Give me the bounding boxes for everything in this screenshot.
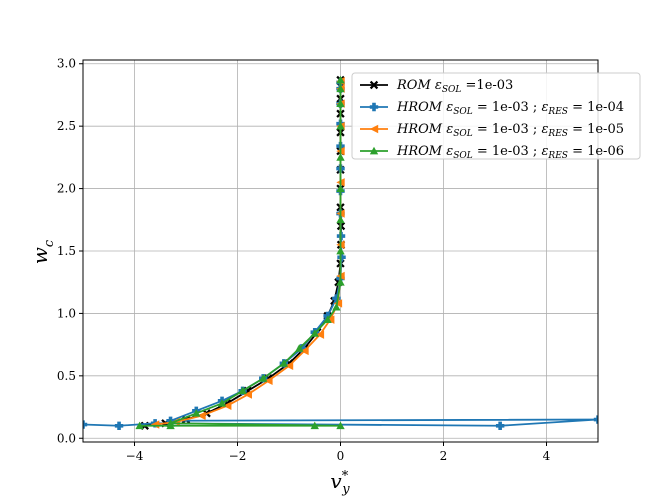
legend-marker — [369, 80, 379, 90]
data-point — [593, 415, 598, 424]
legend-entry: HROM εSOL = 1e-03 ; εRES = 1e-06 — [360, 144, 624, 161]
series-line — [139, 79, 342, 427]
data-point — [166, 419, 175, 427]
data-point — [238, 386, 247, 395]
data-point — [323, 315, 332, 324]
legend-marker — [369, 124, 379, 134]
data-point — [114, 421, 124, 430]
data-point — [495, 421, 505, 430]
data-point — [279, 359, 289, 367]
data-point — [336, 84, 345, 93]
data-point — [336, 246, 345, 255]
data-point — [300, 346, 309, 356]
series-4 — [135, 75, 345, 430]
data-point — [223, 401, 232, 410]
y-tick-label: 3.0 — [57, 57, 76, 71]
data-point — [243, 390, 252, 399]
data-point — [217, 399, 227, 407]
data-point — [297, 344, 307, 353]
legend-label: HROM εSOL = 1e-03 ; εRES = 1e-05 — [396, 122, 624, 139]
y-tick-label: 2.0 — [57, 182, 76, 196]
data-point — [315, 330, 325, 339]
data-point — [333, 299, 343, 308]
series-line — [144, 79, 342, 427]
x-tick-label: 2 — [440, 449, 448, 463]
data-point — [336, 153, 345, 161]
legend-marker — [369, 146, 379, 155]
legend-label: HROM εSOL = 1e-03 ; εRES = 1e-06 — [396, 144, 624, 161]
data-point — [337, 253, 346, 262]
x-tick-label: −2 — [229, 449, 247, 463]
legend-marker — [369, 102, 379, 112]
data-point — [310, 421, 319, 430]
y-tick-label: 2.5 — [57, 119, 76, 133]
y-tick-label: 1.5 — [57, 244, 76, 258]
legend-label: ROM εSOL =1e-03 — [396, 78, 513, 95]
data-point — [336, 99, 345, 108]
legend-box — [351, 72, 641, 160]
data-point — [259, 374, 268, 382]
legend-entry: ROM εSOL =1e-03 — [360, 78, 513, 95]
data-point — [264, 376, 273, 386]
data-point — [326, 315, 335, 324]
data-point — [83, 420, 88, 429]
data-point — [284, 361, 294, 371]
y-tick-label: 0.5 — [57, 369, 76, 383]
data-point — [336, 215, 345, 224]
data-point — [336, 121, 345, 130]
legend-entry: HROM εSOL = 1e-03 ; εRES = 1e-04 — [360, 100, 624, 117]
legend-label: HROM εSOL = 1e-03 ; εRES = 1e-04 — [396, 100, 624, 117]
y-tick-label: 0.0 — [57, 431, 76, 445]
data-point — [310, 329, 319, 337]
data-point — [336, 184, 345, 192]
x-axis-label: v* y — [330, 469, 350, 497]
data-point — [295, 344, 304, 352]
data-point — [332, 294, 341, 303]
axis-ticks: −4 −2 0 2 4 0.0 0.5 1.0 1.5 2.0 2.5 3.0 — [57, 57, 551, 463]
data-point — [135, 421, 144, 430]
data-series — [83, 75, 598, 430]
data-point — [336, 75, 345, 84]
x-tick-label: 4 — [543, 449, 551, 463]
data-point — [332, 302, 341, 311]
legend-entry: HROM εSOL = 1e-03 ; εRES = 1e-05 — [360, 122, 624, 139]
data-point — [336, 278, 345, 286]
x-tick-label: −4 — [126, 449, 144, 463]
data-point — [192, 409, 201, 417]
y-tick-label: 1.0 — [57, 306, 76, 320]
y-axis-label: wc — [28, 239, 57, 264]
series-line — [154, 81, 342, 426]
series-1 — [140, 75, 346, 430]
data-point — [197, 411, 206, 420]
data-point — [336, 421, 345, 430]
legend: ROM εSOL =1e-03 HROM εSOL = 1e-03 ; εRES … — [351, 72, 641, 161]
x-tick-label: 0 — [337, 449, 345, 463]
